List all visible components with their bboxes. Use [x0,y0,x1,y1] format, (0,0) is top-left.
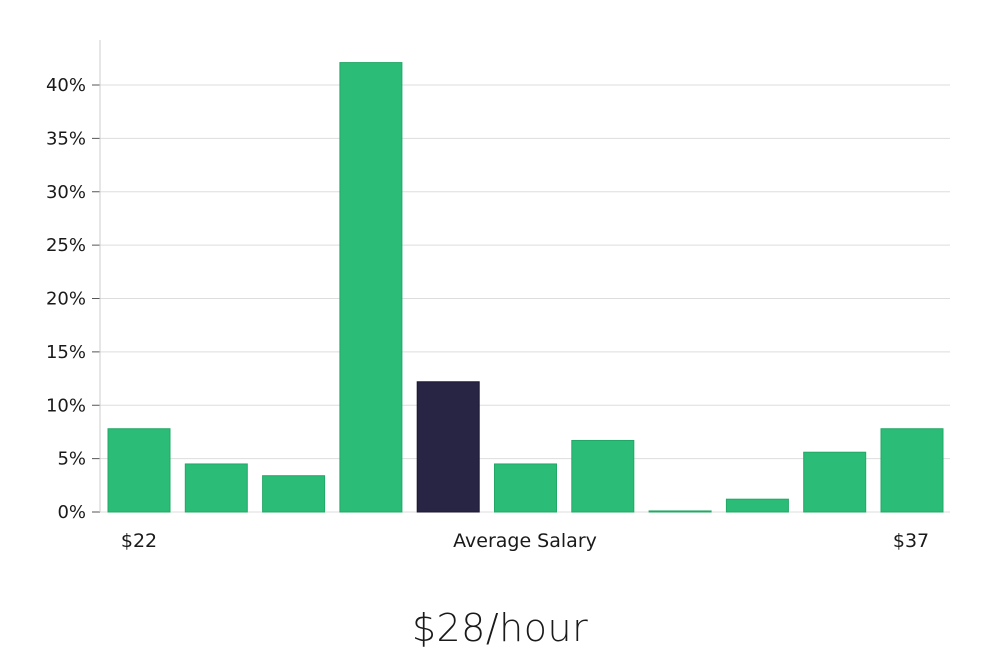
bar [648,510,712,513]
x-label-max: $37 [893,530,929,552]
bars [107,62,944,513]
bar [262,475,326,513]
y-tick-label: 20% [46,289,86,310]
salary-histogram: 0% 5% 10% 15% 20% 25% 30% 35% 40% $22 Average Sa… [46,40,950,552]
y-tick-label: 15% [46,342,86,363]
grid-lines [100,84,950,513]
bar [880,428,944,513]
bar [494,463,557,513]
y-tick-label: 0% [57,502,86,523]
bar [339,62,403,513]
average-salary-headline: $28/hour [411,606,589,650]
bar [107,428,171,513]
y-tick-label: 25% [46,235,86,256]
bar [571,439,635,513]
bar [803,451,867,513]
bar [725,498,789,513]
y-tick-label: 30% [46,182,86,203]
x-label-average-salary: Average Salary [453,530,597,552]
y-tick-label: 35% [46,128,86,149]
y-tick-label: 40% [46,75,86,96]
x-label-min: $22 [121,530,157,552]
bar [184,463,248,513]
y-tick-label: 10% [46,395,86,416]
y-axis-ticks: 0% 5% 10% 15% 20% 25% 30% 35% 40% [46,75,100,523]
y-tick-label: 5% [57,449,86,470]
bar-average-salary [416,381,480,513]
